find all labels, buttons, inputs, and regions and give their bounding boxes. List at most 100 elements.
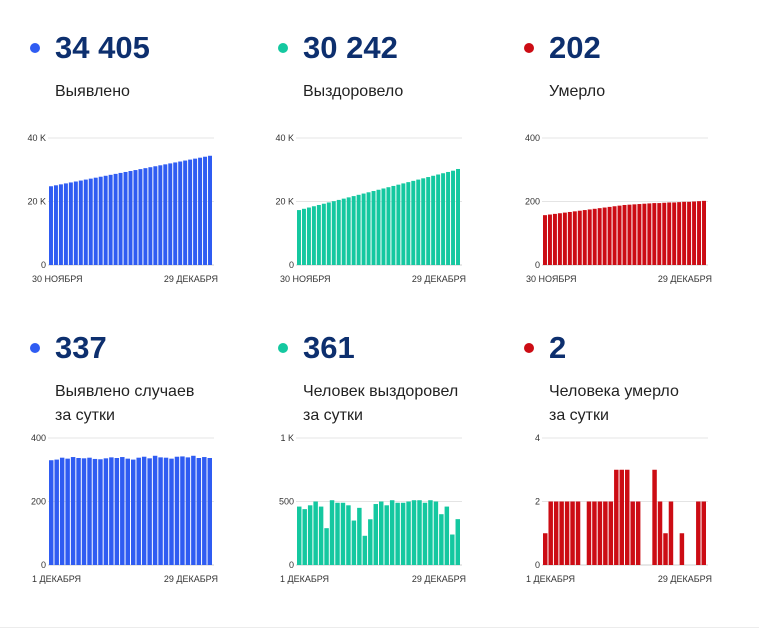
bar xyxy=(143,168,148,265)
bar-chart: 0 200 400 30 НОЯБРЯ 29 ДЕКАБРЯ xyxy=(525,133,712,284)
bar xyxy=(98,176,103,265)
bar xyxy=(635,501,641,565)
bar xyxy=(667,202,672,265)
bar xyxy=(637,204,642,265)
bar xyxy=(108,174,113,265)
x-label-end: 29 ДЕКАБРЯ xyxy=(164,274,218,284)
bar xyxy=(87,457,92,565)
bar xyxy=(307,505,313,565)
stat-label-line: за сутки xyxy=(549,407,609,424)
panel-detected-daily: 337 Выявлено случаев за сутки 0 200 400 1 ДЕКА… xyxy=(30,330,270,630)
bar xyxy=(361,193,366,265)
bar xyxy=(202,457,207,565)
bar xyxy=(153,166,158,265)
bar xyxy=(65,458,70,565)
stat-label: Выздоровело xyxy=(303,80,403,104)
bar xyxy=(311,206,316,265)
x-label-start: 30 НОЯБРЯ xyxy=(280,274,331,284)
y-tick-label: 0 xyxy=(535,260,540,270)
y-tick-label: 4 xyxy=(535,433,540,443)
bar xyxy=(318,506,324,565)
x-label-end: 29 ДЕКАБРЯ xyxy=(164,574,218,584)
bar xyxy=(128,171,133,265)
bar xyxy=(662,202,667,265)
panel-detected-total: 34 405 Выявлено 0 20 K 40 K 30 НОЯБРЯ 29 ДЕКАБ… xyxy=(27,30,270,330)
y-tick-label: 1 K xyxy=(280,433,294,443)
bar xyxy=(572,211,577,265)
bar xyxy=(406,501,411,565)
bar xyxy=(696,501,701,565)
bar-chart: 0 20 K 40 K 30 НОЯБРЯ 29 ДЕКАБРЯ xyxy=(27,133,218,284)
y-tick-label: 0 xyxy=(535,560,540,570)
bar xyxy=(136,457,141,565)
y-tick-label: 0 xyxy=(41,560,46,570)
bar xyxy=(49,460,54,565)
bar xyxy=(125,458,130,565)
y-tick-label: 40 K xyxy=(275,133,294,143)
bar xyxy=(356,194,361,265)
bar xyxy=(118,172,123,265)
bar xyxy=(185,457,191,565)
bar xyxy=(78,180,83,265)
bar xyxy=(391,185,396,265)
bar xyxy=(68,182,73,265)
stat-label-line: за сутки xyxy=(303,407,363,424)
y-tick-label: 0 xyxy=(289,260,294,270)
bar xyxy=(351,196,356,265)
bar xyxy=(371,191,376,265)
bar xyxy=(326,202,331,265)
bar-chart: 0 500 1 K 1 ДЕКАБРЯ 29 ДЕКАБРЯ xyxy=(279,433,466,584)
bar xyxy=(306,207,311,265)
bar xyxy=(400,502,406,565)
y-tick-label: 500 xyxy=(279,497,294,507)
bar xyxy=(567,211,572,265)
bar xyxy=(83,179,88,265)
bar xyxy=(401,183,406,265)
bar xyxy=(559,501,564,565)
bar xyxy=(335,502,340,565)
bar xyxy=(543,215,547,265)
bar xyxy=(652,203,657,265)
bar xyxy=(439,514,444,565)
bar xyxy=(169,458,174,565)
x-label-end: 29 ДЕКАБРЯ xyxy=(412,574,466,584)
y-tick-label: 40 K xyxy=(27,133,46,143)
bar xyxy=(657,203,662,265)
bar xyxy=(123,171,128,265)
bar xyxy=(632,204,637,265)
bar xyxy=(301,208,306,265)
bar xyxy=(351,520,357,565)
bar xyxy=(373,504,378,565)
bar xyxy=(188,159,193,265)
stat-label-line: Выявлено случаев xyxy=(55,383,195,400)
bar xyxy=(592,501,597,565)
bar xyxy=(313,501,318,565)
bar xyxy=(441,173,446,265)
bar xyxy=(329,500,335,565)
bar xyxy=(456,168,460,265)
bar xyxy=(431,175,436,265)
y-tick-label: 0 xyxy=(41,260,46,270)
bar xyxy=(586,501,592,565)
bar xyxy=(702,200,706,265)
bar xyxy=(207,458,212,565)
bar xyxy=(158,165,163,265)
bar xyxy=(297,506,302,565)
bar xyxy=(682,201,687,265)
stat-label-line: Умерло xyxy=(549,83,606,100)
stat-label: Человек выздоровел за сутки xyxy=(303,380,458,428)
bar xyxy=(54,459,59,565)
bar xyxy=(302,509,307,565)
bar xyxy=(553,501,559,565)
bar xyxy=(692,201,697,265)
bar xyxy=(208,155,212,265)
stat-label: Выявлено xyxy=(55,80,130,104)
bar xyxy=(657,501,663,565)
legend-dot xyxy=(524,343,534,353)
bar xyxy=(346,505,351,565)
bar xyxy=(416,179,421,265)
bar xyxy=(203,156,208,265)
bar xyxy=(622,204,627,265)
stat-label: Человека умерло за сутки xyxy=(549,380,679,428)
x-label-start: 1 ДЕКАБРЯ xyxy=(280,574,329,584)
